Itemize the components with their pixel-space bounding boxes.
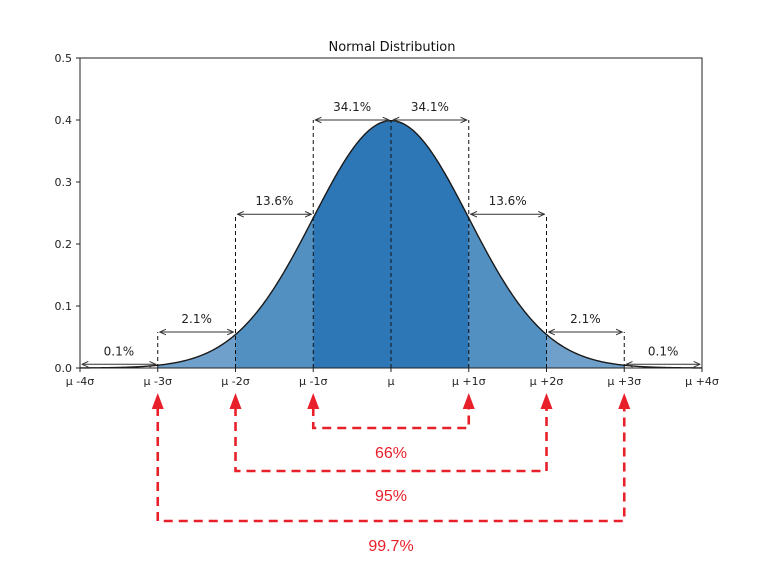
range-bracket	[311, 407, 471, 430]
band-0	[157, 334, 236, 368]
range-label: 95%	[375, 488, 407, 505]
x-tick-label: μ +2σ	[530, 375, 564, 388]
band-4	[546, 334, 625, 368]
x-ticks: μ -4σ μ -3σ μ -2σ μ -1σ μ μ +1σ μ +2σ μ +3σ μ +4…	[66, 368, 719, 388]
y-tick-label: 0.5	[55, 52, 73, 65]
y-tick-label: 0.2	[55, 238, 73, 251]
x-tick-label: μ -3σ	[144, 375, 172, 388]
x-tick-label: μ +3σ	[607, 375, 641, 388]
y-tick-label: 0.4	[55, 114, 73, 127]
interval-label: 34.1%	[411, 100, 449, 114]
range-arrowhead	[462, 393, 475, 409]
range-label: 66%	[375, 445, 407, 462]
range-arrowhead	[307, 393, 320, 409]
interval-label: 0.1%	[104, 344, 135, 358]
y-ticks: 0.0 0.1 0.2 0.3 0.4 0.5	[55, 52, 80, 375]
range-label: 99.7%	[368, 538, 413, 555]
y-tick-label: 0.3	[55, 176, 73, 189]
chart-title: Normal Distribution	[328, 40, 455, 55]
y-tick-label: 0.1	[55, 300, 73, 313]
x-tick-label: μ -1σ	[299, 375, 327, 388]
interval-label: 13.6%	[489, 194, 527, 208]
band-2	[313, 120, 469, 368]
x-tick-label: μ	[388, 375, 395, 388]
y-tick-label: 0.0	[55, 362, 73, 375]
interval-label: 0.1%	[648, 344, 679, 358]
range-annotations: 66% 95% 99.7%	[151, 393, 631, 555]
interval-label: 34.1%	[333, 100, 371, 114]
interval-annotations: 0.1% 2.1% 13.6% 34.1% 34.1% 13.6% 2.1% 0.1%	[82, 100, 700, 364]
range-arrowhead	[151, 393, 164, 409]
range-bracket	[234, 407, 548, 473]
range-arrowhead	[540, 393, 553, 409]
x-tick-label: μ -4σ	[66, 375, 94, 388]
range-bracket	[156, 407, 626, 523]
x-tick-label: μ -2σ	[221, 375, 249, 388]
range-arrowhead	[229, 393, 242, 409]
range-arrowhead	[618, 393, 631, 409]
interval-label: 2.1%	[570, 312, 601, 326]
x-tick-label: μ +1σ	[452, 375, 486, 388]
interval-label: 2.1%	[181, 312, 212, 326]
interval-label: 13.6%	[255, 194, 293, 208]
sigma-dashed-lines	[157, 120, 625, 368]
x-tick-label: μ +4σ	[685, 375, 719, 388]
